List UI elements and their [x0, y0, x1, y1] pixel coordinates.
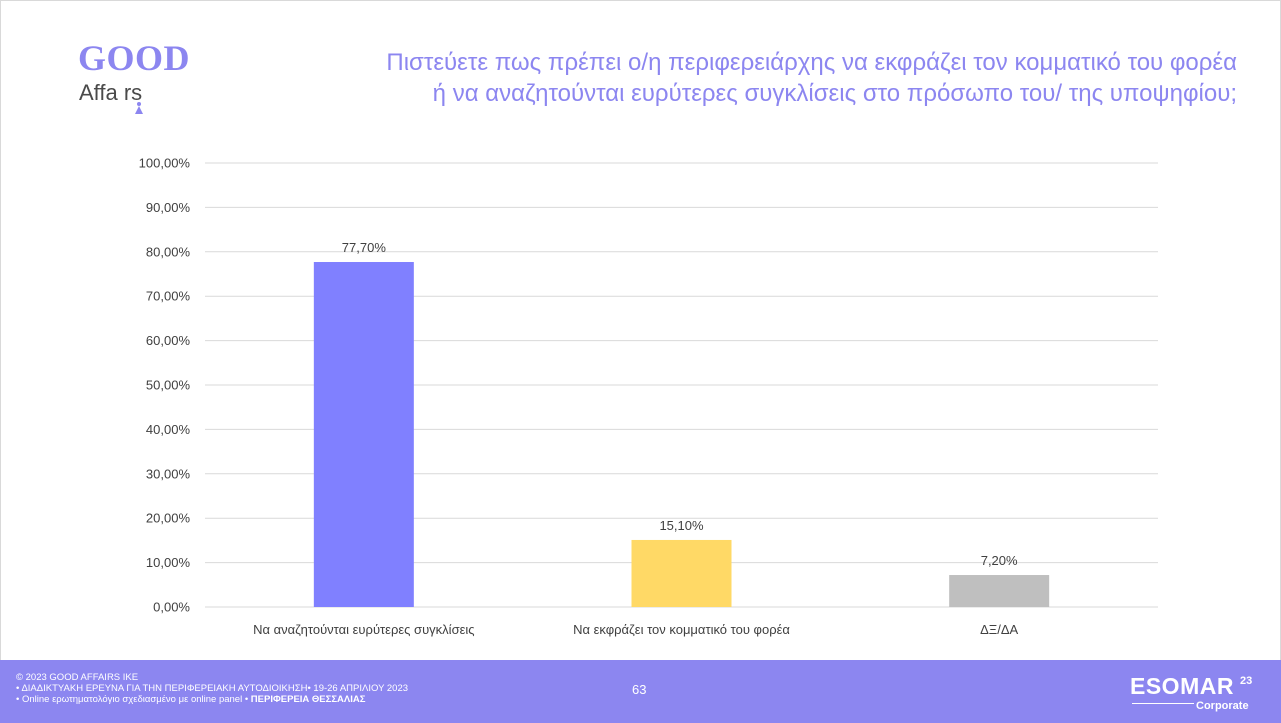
y-tick-label: 0,00% — [153, 600, 190, 615]
bar — [313, 262, 414, 607]
bar — [949, 575, 1050, 607]
data-label: 15,10% — [659, 518, 704, 533]
footer: © 2023 GOOD AFFAIRS IKE • ΔΙΑΔΙΚΤΥΑΚΗ ΕΡ… — [0, 660, 1281, 723]
y-tick-label: 60,00% — [146, 333, 191, 348]
footer-survey: • ΔΙΑΔΙΚΤΥΑΚΗ ΕΡΕΥΝΑ ΓΙΑ ΤΗΝ ΠΕΡΙΦΕΡΕΙΑΚ… — [16, 683, 409, 694]
footer-method-line: • Online ερωτηματολόγιο σχεδιασμένο με o… — [16, 694, 408, 705]
y-tick-label: 30,00% — [146, 466, 191, 481]
esomar-logo: ESOMAR 23 Corporate — [1130, 673, 1260, 713]
data-label: 7,20% — [981, 553, 1018, 568]
y-tick-label: 50,00% — [146, 378, 191, 393]
y-tick-label: 10,00% — [146, 555, 191, 570]
y-tick-label: 70,00% — [146, 289, 191, 304]
slide-title: Πιστεύετε πως πρέπει ο/η περιφερειάρχης … — [237, 47, 1237, 109]
y-tick-label: 80,00% — [146, 244, 191, 259]
good-affairs-logo: GOOD Affa rs — [78, 38, 208, 118]
logo-affairs-text: Affa rs — [79, 80, 143, 105]
esomar-name: ESOMAR — [1130, 673, 1234, 699]
page-number: 63 — [632, 682, 647, 697]
logo-good-text: GOOD — [78, 38, 191, 78]
footer-info: © 2023 GOOD AFFAIRS IKE • ΔΙΑΔΙΚΤΥΑΚΗ ΕΡ… — [16, 672, 408, 705]
data-label: 77,70% — [342, 240, 387, 255]
y-tick-label: 100,00% — [139, 156, 191, 171]
y-tick-label: 20,00% — [146, 511, 191, 526]
slide-title-line-1: Πιστεύετε πως πρέπει ο/η περιφερειάρχης … — [386, 49, 1237, 76]
logo-figure-icon — [135, 102, 143, 114]
x-category-label: Να αναζητούνται ευρύτερες συγκλίσεις — [253, 622, 474, 637]
esomar-sub: Corporate — [1196, 700, 1249, 712]
esomar-year: 23 — [1240, 675, 1253, 687]
bar — [631, 539, 732, 607]
x-category-label: ΔΞ/ΔΑ — [980, 622, 1018, 637]
x-category-label: Να εκφράζει τον κομματικό του φορέα — [573, 622, 790, 637]
footer-method: • Online ερωτηματολόγιο σχεδιασμένο με o… — [16, 694, 249, 705]
slide-title-line-2: ή να αναζητούνται ευρύτερες συγκλίσεις σ… — [432, 80, 1237, 107]
footer-copyright: © 2023 GOOD AFFAIRS IKE — [16, 672, 139, 683]
y-tick-label: 90,00% — [146, 200, 191, 215]
y-tick-label: 40,00% — [146, 422, 191, 437]
footer-region: ΠΕΡΙΦΕΡΕΙΑ ΘΕΣΣΑΛΙΑΣ — [250, 694, 366, 705]
esomar-rule — [1132, 703, 1194, 704]
bar-chart: 0,00% 10,00% 20,00% 30,00% 40,00% 50,00% 60,00… — [139, 156, 1158, 637]
